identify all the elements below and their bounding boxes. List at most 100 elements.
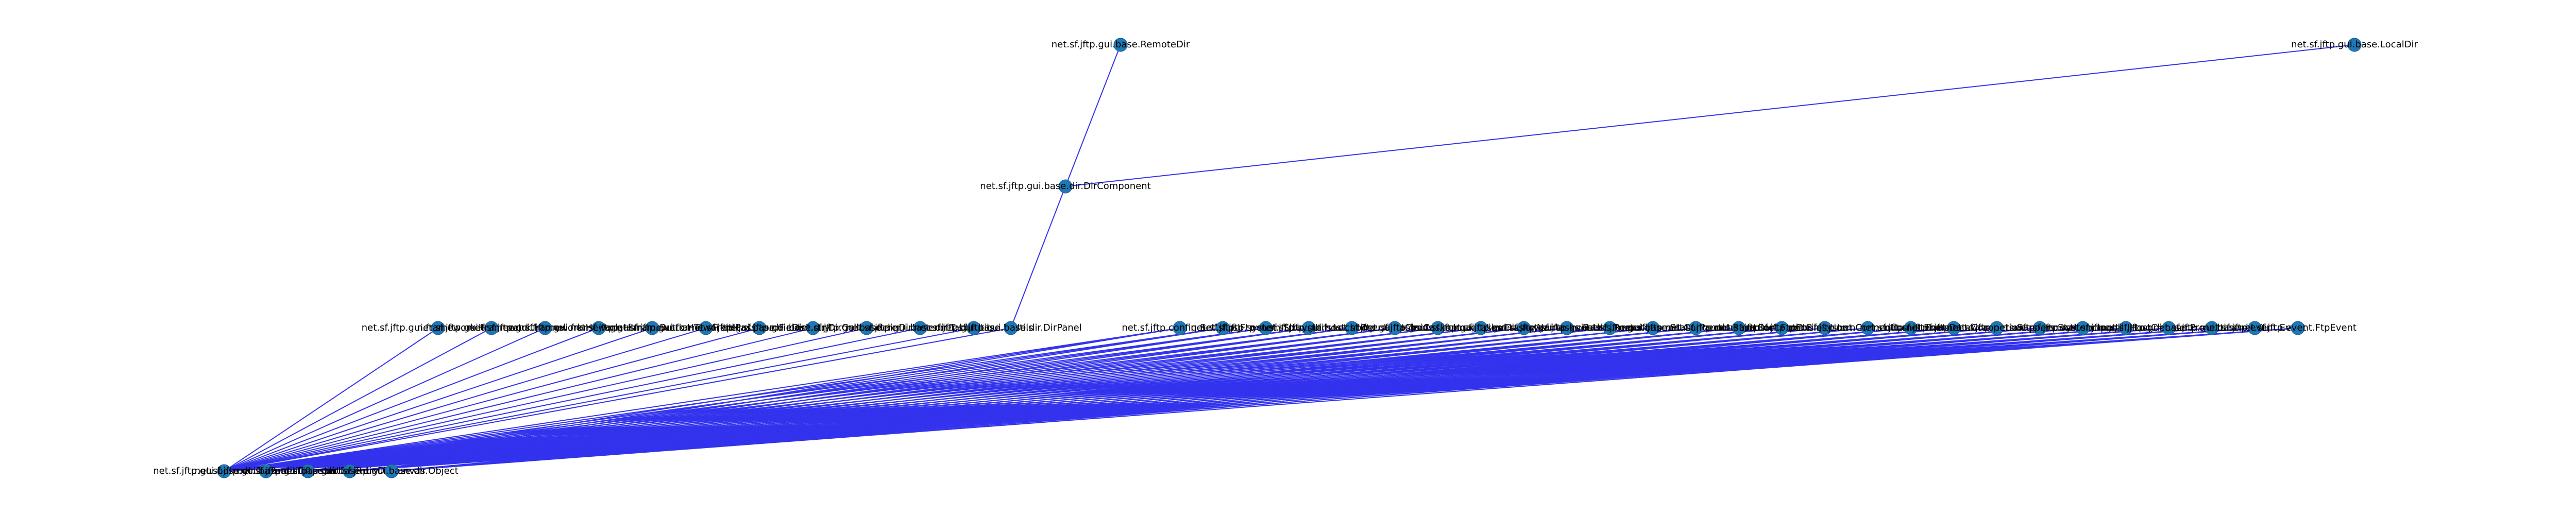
edge-r2_14-r3_03	[308, 328, 1223, 472]
edge-r2_03-r3_01	[224, 328, 546, 472]
node-dot	[1904, 321, 1918, 335]
node-label: net.sf.jftp.gui.base.dir.Dir	[2154, 322, 2271, 333]
node-dot	[1517, 321, 1531, 335]
edge-r2_37-r3_05	[391, 328, 2212, 472]
node-dot	[1560, 321, 1574, 335]
graph-node: net.sf.jftp.gui.base.RemoteDir	[1052, 38, 1190, 52]
node-dot	[538, 321, 552, 335]
node-label: net.sf.jftp.gui.base.dir.DirEntry	[689, 322, 831, 333]
node-label: net.sf.jftp.system.logging.Log	[2014, 322, 2151, 333]
edge-r2_13-r3_02	[266, 328, 1180, 472]
edge-dir_component-dir_panel	[1010, 186, 1066, 329]
node-dot	[1990, 321, 2004, 335]
node-label: net.sf.jftp.system.LocalIO	[1250, 322, 1368, 333]
graph-node: net.sf.jftp.gui.base.dir.Object	[325, 464, 459, 478]
node-label: net.sf.jftp.gui.framework.HFrame	[362, 322, 514, 333]
node-label: net.sf.jftp.net.DataConnection	[1884, 322, 2024, 333]
node-dot	[2162, 321, 2176, 335]
node-label: net.sf.jftp.JFtp	[1191, 322, 1255, 333]
edge-r2_25-r3_03	[308, 328, 1696, 472]
edge-dir_panel-r3_01	[224, 328, 1011, 472]
node-dot	[2119, 321, 2133, 335]
node-dot	[301, 464, 315, 478]
node-dot	[1732, 321, 1746, 335]
edge-r2_23-r3_03	[308, 328, 1610, 472]
node-dot	[752, 321, 767, 335]
node-label: net.sf.jftp.gui.base.dir.DirComponent	[980, 181, 1150, 192]
node-label: net.sf.jftp.gui.base.dir.Object	[325, 466, 458, 476]
graph-node: net.sf.jftp.gui.base.LocalDir	[2291, 38, 2418, 52]
edge-r2_04-r3_01	[224, 328, 599, 472]
edge-r2_10-r3_01	[224, 328, 921, 472]
edge-r2_18-r3_03	[308, 328, 1395, 472]
edge-r2_11-r3_01	[224, 328, 974, 472]
node-label: net.sf.jftp.gui.base.RemoteDir	[1052, 39, 1190, 50]
node-dot	[699, 321, 713, 335]
node-dot	[1774, 321, 1789, 335]
edge-r2_17-r3_03	[308, 328, 1352, 472]
graph-node: net.sf.jftp.gui.base.StatusPanel	[1581, 321, 1724, 335]
graph-node: net.sf.jftp.net.BasicConnection	[1668, 321, 1810, 335]
graph-node: net.sf.jftp.gui.base.dir.DirCellRenderer	[725, 321, 902, 335]
graph-node: net.sf.jftp.system.LocalIO	[1250, 321, 1368, 335]
node-dot	[1173, 321, 1187, 335]
graph-node: net.sf.jftp.gui.framework.HImageButton	[506, 321, 691, 335]
edge-r2_07-r3_01	[224, 328, 760, 472]
edge-r2_05-r3_01	[224, 328, 653, 472]
node-label: net.sf.jftp.event.FtpEvent	[2239, 322, 2357, 333]
edge-remote_dir-dir_component	[1065, 44, 1121, 187]
graph-node: net.sf.jftp.gui.base.dir.DirComponent	[980, 179, 1151, 194]
node-dot	[1818, 321, 1832, 335]
node-label: net.sf.jftp.net.FtpConnection	[1716, 322, 1848, 333]
edge-r2_02-r3_01	[224, 328, 492, 472]
node-dot	[806, 321, 820, 335]
edge-r2_35-r3_05	[391, 328, 2126, 472]
edge-r2_32-r3_05	[391, 328, 1997, 472]
graph-node: net.sf.jftp.event.Event	[2204, 321, 2306, 335]
node-label: net.sf.jftp.gui.base.LocalDir	[2291, 39, 2418, 50]
node-dot	[1603, 321, 1617, 335]
node-dot	[2347, 38, 2362, 52]
edge-r2_25-r3_04	[349, 328, 1696, 472]
graph-node: net.sf.jftp.gui.base.dir.DirPanel	[940, 321, 1082, 335]
graph-node: net.sf.jftp.gui.tasks.Displayer	[1413, 321, 1549, 335]
graph-node: net.sf.jftp.gui.framework.HFrame	[362, 321, 514, 335]
node-dot	[1946, 321, 1961, 335]
edge-r2_34-r3_05	[391, 328, 2083, 472]
node-label: net.sf.jftp.gui.framework.HPanel	[417, 322, 566, 333]
node-label: net.sf.jftp.system.StringUtils	[1200, 322, 1332, 333]
node-dot	[967, 321, 981, 335]
node-dot	[1345, 321, 1359, 335]
node-dot	[1860, 321, 1875, 335]
node-label: net.sf.jftp.gui.base.dir.DirCellRenderer	[725, 322, 902, 333]
node-dot	[859, 321, 874, 335]
node-label: net.sf.jftp.gui.framework.HTextField	[570, 322, 734, 333]
edge-r2_31-r3_05	[391, 328, 1954, 472]
edge-r2_38-r3_05	[391, 328, 2255, 472]
node-dot	[1301, 321, 1316, 335]
edge-r2_39-r3_05	[391, 328, 2298, 472]
edge-r2_08-r3_01	[224, 328, 814, 472]
edge-r2_20-r3_03	[308, 328, 1481, 472]
node-dot	[2032, 321, 2047, 335]
graph-node: net.sf.jftp.gui.base.UIUtils	[914, 321, 1033, 335]
node-dot	[1004, 321, 1018, 335]
edge-r2_30-r3_05	[391, 328, 1911, 472]
node-dot	[484, 321, 499, 335]
node-dot	[1431, 321, 1445, 335]
graph-node: net.sf.jftp.gui.base.dir.TableUtils	[846, 321, 994, 335]
node-dot	[2291, 321, 2305, 335]
node-label: net.sf.jftp.gui.base.dir.DirLister	[795, 322, 938, 333]
graph-node: net.sf.jftp.system.StringUtils	[1200, 321, 1332, 335]
graph-node: net.sf.jftp.gui.base.dir.Dir	[2154, 321, 2271, 335]
node-dot	[217, 464, 231, 478]
graph-node: net.sf.jftp.gui.tasks.Creator	[1332, 321, 1458, 335]
graph-node: net.sf.jftp.gui.base.Properties	[2101, 321, 2237, 335]
node-label: net.sf.jftp.config.Settings	[1122, 322, 1238, 333]
node-dot	[1387, 321, 1402, 335]
graph-node: net.sf.jftp.gui.framework.HImage	[469, 321, 622, 335]
node-label: net.sf.jftp.util.JHostChooser	[2063, 322, 2190, 333]
node-label: net.sf.jftp.gui.framework.HImage	[469, 322, 622, 333]
edge-r2_09-r3_01	[224, 328, 867, 472]
